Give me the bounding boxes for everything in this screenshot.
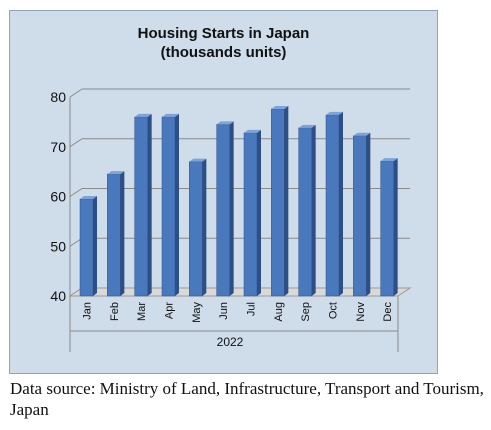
bars	[79, 105, 398, 297]
x-tick-label: Nov	[355, 302, 367, 322]
bar-side	[311, 124, 316, 296]
x-tick-label: Mar	[136, 302, 148, 321]
x-axis-label: 2022	[217, 335, 244, 349]
bar	[189, 161, 203, 297]
bar	[79, 198, 94, 297]
y-tick-label: 70	[50, 139, 66, 155]
bar	[243, 132, 258, 297]
x-tick-label: May	[191, 302, 203, 323]
bar-top	[80, 195, 97, 199]
x-category-labels: Jan Feb Mar Apr May Jun Jul Aug Sep Oct Nov Dec	[69, 296, 399, 352]
bar-side	[93, 195, 97, 296]
chart-title-line2: (thousands units)	[160, 44, 287, 61]
x-tick-label: Dec	[382, 302, 394, 322]
y-tick-label: 80	[50, 89, 66, 105]
y-tick-label: 60	[50, 189, 66, 205]
bar	[380, 160, 394, 297]
bar	[271, 108, 285, 297]
gridline-depth	[69, 138, 83, 148]
bar-side	[202, 158, 207, 296]
gridline-depth	[69, 88, 83, 98]
x-tick-label: Feb	[109, 302, 121, 321]
y-tick-label: 40	[50, 288, 66, 304]
bar-top	[298, 124, 316, 128]
y-tick-labels: 40 50 60 70 80	[50, 89, 66, 304]
bar-side	[229, 121, 234, 296]
bar-top	[380, 158, 398, 162]
x-tick-label: Sep	[300, 302, 312, 322]
bar	[298, 127, 312, 297]
y-tick-label: 50	[50, 238, 66, 254]
bar-top	[107, 171, 125, 175]
x-tick-label: Jul	[246, 302, 258, 316]
bar	[325, 114, 340, 297]
bar-side	[339, 111, 343, 296]
bar-side	[147, 113, 152, 297]
bar-side	[393, 158, 398, 296]
bar	[216, 124, 230, 297]
bar-top	[326, 111, 343, 115]
bar-top	[189, 158, 207, 162]
chart-title-line1: Housing Starts in Japan	[137, 25, 310, 42]
chart-floor	[68, 287, 412, 297]
gridline-depth	[69, 188, 83, 197]
bar-side	[175, 113, 179, 297]
bar-top	[162, 113, 179, 117]
bar	[107, 173, 121, 297]
bar	[134, 116, 148, 297]
chart-title: Housing Starts in Japan (thousands units…	[9, 24, 438, 62]
bar-side	[257, 129, 261, 296]
bar-top	[216, 121, 234, 125]
bar-top	[353, 132, 371, 136]
bar	[161, 116, 176, 297]
bar-top	[271, 105, 289, 109]
bar-side	[284, 105, 289, 296]
x-tick-label: Apr	[164, 302, 176, 319]
bar-side	[120, 171, 125, 296]
bar-top	[244, 129, 261, 133]
bar-side	[366, 132, 371, 296]
bar	[353, 135, 367, 297]
x-tick-label: Jan	[82, 302, 94, 320]
bar-top	[134, 113, 152, 117]
data-source-note: Data source: Ministry of Land, Infrastru…	[10, 379, 484, 419]
x-tick-label: Jun	[218, 302, 230, 320]
x-tick-label: Aug	[273, 302, 285, 322]
x-tick-label: Oct	[328, 302, 340, 319]
